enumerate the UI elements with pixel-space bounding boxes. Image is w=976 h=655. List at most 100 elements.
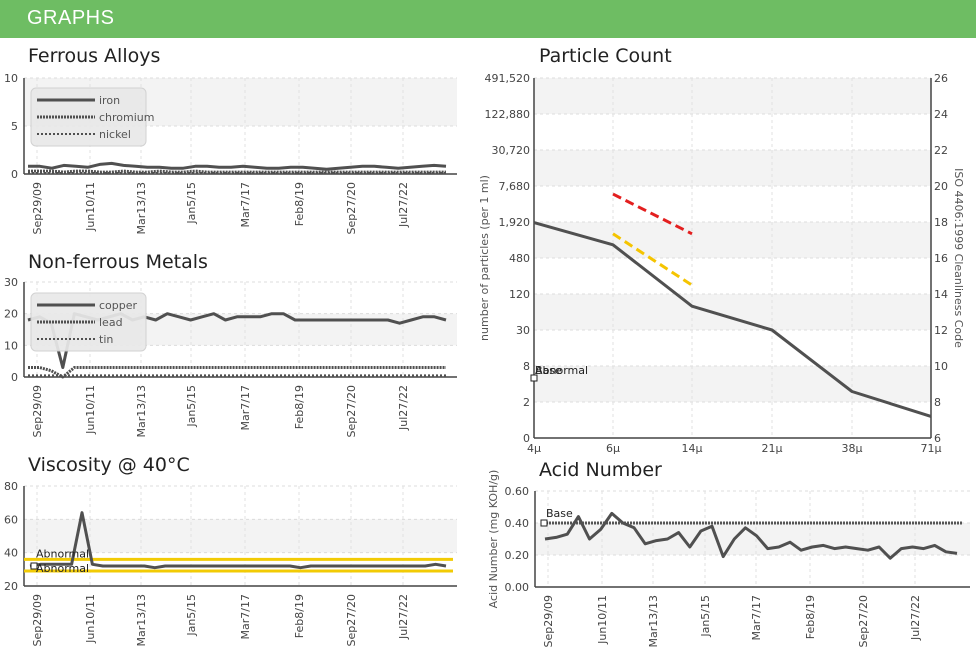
acid-ytick: 0.40 (505, 517, 530, 530)
particle-ytick: 30,720 (492, 144, 531, 157)
particle-ytick: 2 (523, 396, 530, 409)
ferrous-legend-label: iron (99, 94, 120, 107)
viscosity-xtick: Feb8/19 (293, 594, 306, 638)
particle-ytick-right: 26 (934, 72, 948, 85)
ferrous-alloys-title: Ferrous Alloys (28, 45, 161, 67)
acid-xtick: Sep29/09 (542, 595, 555, 647)
particle-limit-line (612, 192, 693, 236)
particle-annotation-base: Base (535, 364, 562, 377)
viscosity-xtick: Jan5/15 (185, 594, 198, 637)
particle-xtick: 21μ (762, 442, 783, 455)
nonferrous-legend-label: lead (99, 316, 123, 329)
particle-count-title: Particle Count (539, 45, 672, 67)
acid-base-marker (540, 519, 548, 527)
particle-ytick-right: 14 (934, 288, 948, 301)
ferrous-ytick: 10 (4, 72, 18, 85)
acid-ytick: 0.00 (505, 581, 530, 594)
viscosity-xtick: Jul27/22 (397, 594, 410, 640)
acid-xtick: Jul27/22 (909, 595, 922, 641)
acid-xtick: Mar7/17 (750, 595, 763, 640)
acid-ytick: 0.60 (505, 485, 530, 498)
particle-ylabel-right: ISO 4406:1999 Cleanliness Code (952, 168, 965, 348)
viscosity-ytick: 80 (4, 480, 18, 493)
nonferrous-xtick: Feb8/19 (293, 385, 306, 429)
ferrous-series-chromium (28, 169, 446, 174)
acid-xtick: Sep27/20 (857, 595, 870, 647)
nonferrous-xtick: Jan5/15 (185, 385, 198, 428)
graphs-header-title: GRAPHS (27, 7, 115, 29)
nonferrous-xtick: Jun10/11 (84, 385, 97, 435)
particle-ytick: 122,880 (485, 108, 531, 121)
nonferrous-ytick: 20 (4, 308, 18, 321)
particle-ytick-right: 24 (934, 108, 948, 121)
particle-ytick: 30 (516, 324, 530, 337)
ferrous-ytick: 0 (11, 168, 18, 181)
viscosity-annotation-abnormal-high: Abnormal (36, 547, 89, 560)
acid-number-title: Acid Number (539, 459, 662, 481)
particle-ytick-right: 8 (934, 396, 941, 409)
acid-xtick: Jan5/15 (699, 595, 712, 638)
particle-limit-line (612, 232, 693, 287)
particle-ytick: 491,520 (485, 72, 531, 85)
nonferrous-ytick: 0 (11, 371, 18, 384)
viscosity-band (24, 519, 457, 553)
particle-ytick: 7,680 (499, 180, 531, 193)
nonferrous-xtick: Sep29/09 (31, 385, 44, 437)
viscosity-title: Viscosity @ 40°C (28, 454, 190, 476)
non-ferrous-metals-title: Non-ferrous Metals (28, 251, 208, 273)
acid-series (544, 511, 958, 560)
acid-xtick: Feb8/19 (804, 595, 817, 639)
particle-xtick: 14μ (682, 442, 703, 455)
viscosity-marker (30, 562, 38, 570)
acid-xtick: Mar13/13 (647, 595, 660, 647)
viscosity-series (29, 511, 447, 570)
nonferrous-ytick: 30 (4, 276, 18, 289)
viscosity-xtick: Mar13/13 (135, 594, 148, 646)
nonferrous-xtick: Mar13/13 (135, 385, 148, 437)
particle-ytick: 480 (509, 252, 530, 265)
ferrous-xtick: Mar7/17 (239, 182, 252, 227)
viscosity-xtick: Sep27/20 (345, 594, 358, 646)
nonferrous-series-lead (28, 366, 446, 379)
ferrous-xtick: Jun10/11 (84, 182, 97, 232)
particle-ytick: 8 (523, 360, 530, 373)
ferrous-ytick: 5 (11, 120, 18, 133)
nonferrous-legend-label: tin (99, 333, 113, 346)
ferrous-series-iron (28, 161, 447, 171)
particle-ylabel: number of particles (per 1 ml) (478, 175, 491, 341)
acid-xtick: Jun10/11 (596, 595, 609, 645)
graphs-header: GRAPHS (0, 0, 976, 38)
viscosity-annotation-abnormal-low: Abnormal (36, 562, 89, 575)
viscosity-ytick: 40 (4, 547, 18, 560)
nonferrous-ytick: 10 (4, 339, 18, 352)
ferrous-legend-label: nickel (99, 128, 131, 141)
ferrous-xtick: Sep29/09 (31, 182, 44, 234)
ferrous-xtick: Feb8/19 (293, 182, 306, 226)
nonferrous-legend-label: copper (99, 299, 138, 312)
ferrous-xtick: Jan5/15 (185, 182, 198, 225)
particle-ytick-right: 22 (934, 144, 948, 157)
ferrous-xtick: Mar13/13 (135, 182, 148, 234)
acid-annotation-base: Base (546, 507, 573, 520)
particle-ytick-right: 10 (934, 360, 948, 373)
particle-ytick-right: 16 (934, 252, 948, 265)
nonferrous-xtick: Mar7/17 (239, 385, 252, 430)
particle-xtick: 6μ (606, 442, 620, 455)
particle-ytick-right: 18 (934, 216, 948, 229)
acid-ylabel: Acid Number (mg KOH/g) (487, 470, 500, 609)
nonferrous-xtick: Jul27/22 (397, 385, 410, 431)
viscosity-xtick: Jun10/11 (84, 594, 97, 644)
viscosity-ytick: 60 (4, 513, 18, 526)
nonferrous-xtick: Sep27/20 (345, 385, 358, 437)
particle-ytick: 1,920 (499, 216, 531, 229)
particle-band (534, 78, 931, 114)
particle-band (534, 294, 931, 330)
particle-xtick: 4μ (527, 442, 541, 455)
acid-band (535, 523, 970, 555)
particle-ytick-right: 12 (934, 324, 948, 337)
particle-annotation-abnormal: Abnormal (535, 364, 588, 377)
particle-xtick: 38μ (842, 442, 863, 455)
viscosity-xtick: Mar7/17 (239, 594, 252, 639)
particle-band (534, 150, 931, 186)
